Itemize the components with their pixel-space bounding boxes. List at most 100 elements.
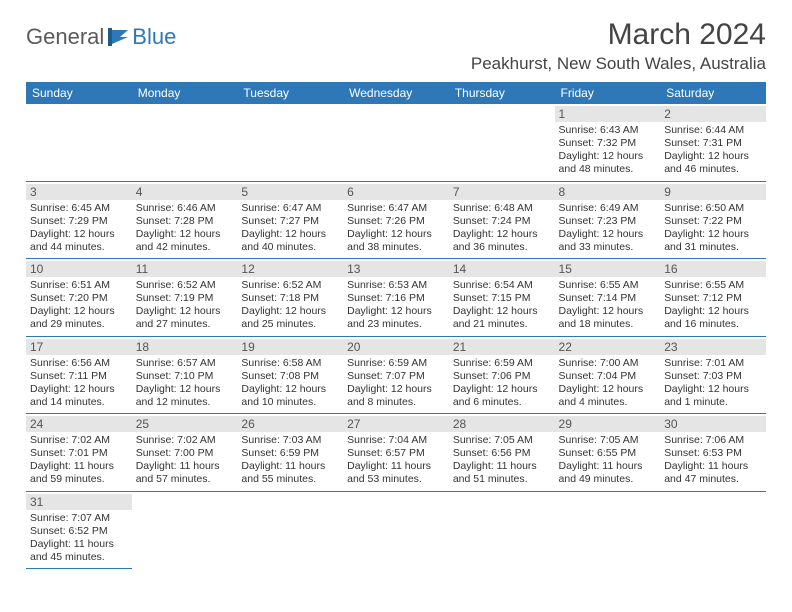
info-line: Daylight: 12 hours xyxy=(453,305,551,318)
info-line: Sunrise: 6:53 AM xyxy=(347,279,445,292)
logo-text-2: Blue xyxy=(132,24,176,50)
info-line: Daylight: 12 hours xyxy=(241,305,339,318)
info-line: and 1 minute. xyxy=(664,396,762,409)
location-text: Peakhurst, New South Wales, Australia xyxy=(471,54,766,74)
calendar-cell-empty xyxy=(555,491,661,569)
day-number: 11 xyxy=(132,261,238,277)
info-line: and 23 minutes. xyxy=(347,318,445,331)
day-info: Sunrise: 6:46 AMSunset: 7:28 PMDaylight:… xyxy=(136,202,234,255)
info-line: Sunset: 7:18 PM xyxy=(241,292,339,305)
day-header: Monday xyxy=(132,82,238,104)
info-line: and 55 minutes. xyxy=(241,473,339,486)
day-number: 2 xyxy=(660,106,766,122)
info-line: Sunset: 7:14 PM xyxy=(559,292,657,305)
info-line: Sunset: 7:11 PM xyxy=(30,370,128,383)
calendar-cell: 3Sunrise: 6:45 AMSunset: 7:29 PMDaylight… xyxy=(26,181,132,259)
info-line: and 8 minutes. xyxy=(347,396,445,409)
info-line: and 44 minutes. xyxy=(30,241,128,254)
info-line: Daylight: 12 hours xyxy=(347,228,445,241)
day-number: 25 xyxy=(132,416,238,432)
info-line: Daylight: 11 hours xyxy=(664,460,762,473)
calendar-cell-empty xyxy=(237,104,343,181)
info-line: Sunset: 7:15 PM xyxy=(453,292,551,305)
info-line: Sunset: 6:53 PM xyxy=(664,447,762,460)
info-line: Sunrise: 6:55 AM xyxy=(559,279,657,292)
info-line: and 57 minutes. xyxy=(136,473,234,486)
calendar-cell-empty xyxy=(449,104,555,181)
info-line: and 53 minutes. xyxy=(347,473,445,486)
day-number: 20 xyxy=(343,339,449,355)
info-line: Sunrise: 6:55 AM xyxy=(664,279,762,292)
info-line: and 29 minutes. xyxy=(30,318,128,331)
info-line: Sunrise: 6:43 AM xyxy=(559,124,657,137)
day-info: Sunrise: 6:47 AMSunset: 7:26 PMDaylight:… xyxy=(347,202,445,255)
calendar-week: 3Sunrise: 6:45 AMSunset: 7:29 PMDaylight… xyxy=(26,181,766,259)
info-line: Sunset: 7:16 PM xyxy=(347,292,445,305)
calendar-cell: 24Sunrise: 7:02 AMSunset: 7:01 PMDayligh… xyxy=(26,414,132,492)
info-line: Daylight: 12 hours xyxy=(136,383,234,396)
info-line: Sunrise: 6:58 AM xyxy=(241,357,339,370)
day-number: 9 xyxy=(660,184,766,200)
day-info: Sunrise: 6:53 AMSunset: 7:16 PMDaylight:… xyxy=(347,279,445,332)
info-line: Sunset: 7:31 PM xyxy=(664,137,762,150)
day-number: 14 xyxy=(449,261,555,277)
info-line: Sunrise: 7:07 AM xyxy=(30,512,128,525)
day-info: Sunrise: 6:47 AMSunset: 7:27 PMDaylight:… xyxy=(241,202,339,255)
info-line: and 4 minutes. xyxy=(559,396,657,409)
info-line: Daylight: 11 hours xyxy=(30,460,128,473)
day-number: 12 xyxy=(237,261,343,277)
day-number: 10 xyxy=(26,261,132,277)
calendar-week: 24Sunrise: 7:02 AMSunset: 7:01 PMDayligh… xyxy=(26,414,766,492)
info-line: and 14 minutes. xyxy=(30,396,128,409)
info-line: Sunset: 7:00 PM xyxy=(136,447,234,460)
info-line: Daylight: 11 hours xyxy=(347,460,445,473)
info-line: Daylight: 12 hours xyxy=(241,228,339,241)
calendar-cell-empty xyxy=(449,491,555,569)
day-header: Sunday xyxy=(26,82,132,104)
info-line: Sunset: 7:07 PM xyxy=(347,370,445,383)
info-line: Daylight: 12 hours xyxy=(664,150,762,163)
calendar-head: SundayMondayTuesdayWednesdayThursdayFrid… xyxy=(26,82,766,104)
info-line: and 6 minutes. xyxy=(453,396,551,409)
info-line: and 42 minutes. xyxy=(136,241,234,254)
info-line: Daylight: 11 hours xyxy=(241,460,339,473)
day-number: 17 xyxy=(26,339,132,355)
day-number: 16 xyxy=(660,261,766,277)
day-info: Sunrise: 7:06 AMSunset: 6:53 PMDaylight:… xyxy=(664,434,762,487)
info-line: Daylight: 11 hours xyxy=(559,460,657,473)
day-info: Sunrise: 6:57 AMSunset: 7:10 PMDaylight:… xyxy=(136,357,234,410)
info-line: Sunrise: 6:52 AM xyxy=(136,279,234,292)
day-info: Sunrise: 6:49 AMSunset: 7:23 PMDaylight:… xyxy=(559,202,657,255)
calendar-cell: 10Sunrise: 6:51 AMSunset: 7:20 PMDayligh… xyxy=(26,259,132,337)
info-line: and 21 minutes. xyxy=(453,318,551,331)
day-info: Sunrise: 6:58 AMSunset: 7:08 PMDaylight:… xyxy=(241,357,339,410)
calendar-cell: 19 Sunrise: 6:58 AMSunset: 7:08 PMDayligh… xyxy=(237,336,343,414)
info-line: Sunrise: 6:50 AM xyxy=(664,202,762,215)
day-number: 30 xyxy=(660,416,766,432)
calendar-cell: 8 Sunrise: 6:49 AMSunset: 7:23 PMDaylight… xyxy=(555,181,661,259)
info-line: and 36 minutes. xyxy=(453,241,551,254)
day-info: Sunrise: 6:56 AMSunset: 7:11 PMDaylight:… xyxy=(30,357,128,410)
info-line: Sunrise: 7:02 AM xyxy=(30,434,128,447)
calendar-cell: 4 Sunrise: 6:46 AMSunset: 7:28 PMDaylight… xyxy=(132,181,238,259)
calendar-cell: 14Sunrise: 6:54 AMSunset: 7:15 PMDayligh… xyxy=(449,259,555,337)
calendar-cell: 31Sunrise: 7:07 AMSunset: 6:52 PMDayligh… xyxy=(26,491,132,569)
calendar-cell: 29Sunrise: 7:05 AMSunset: 6:55 PMDayligh… xyxy=(555,414,661,492)
day-info: Sunrise: 6:50 AMSunset: 7:22 PMDaylight:… xyxy=(664,202,762,255)
info-line: Sunset: 7:10 PM xyxy=(136,370,234,383)
calendar-cell: 17 Sunrise: 6:56 AMSunset: 7:11 PMDayligh… xyxy=(26,336,132,414)
info-line: Daylight: 12 hours xyxy=(559,228,657,241)
day-number: 8 xyxy=(555,184,661,200)
calendar-week: 1Sunrise: 6:43 AMSunset: 7:32 PMDaylight… xyxy=(26,104,766,181)
info-line: Daylight: 12 hours xyxy=(347,305,445,318)
calendar-cell: 20Sunrise: 6:59 AMSunset: 7:07 PMDayligh… xyxy=(343,336,449,414)
day-number: 4 xyxy=(132,184,238,200)
info-line: Sunrise: 6:52 AM xyxy=(241,279,339,292)
info-line: Sunrise: 7:05 AM xyxy=(453,434,551,447)
day-number: 1 xyxy=(555,106,661,122)
day-number: 19 xyxy=(237,339,343,355)
calendar-cell: 25Sunrise: 7:02 AMSunset: 7:00 PMDayligh… xyxy=(132,414,238,492)
info-line: Sunset: 7:06 PM xyxy=(453,370,551,383)
calendar-week: 17 Sunrise: 6:56 AMSunset: 7:11 PMDayligh… xyxy=(26,336,766,414)
calendar-cell: 26Sunrise: 7:03 AMSunset: 6:59 PMDayligh… xyxy=(237,414,343,492)
